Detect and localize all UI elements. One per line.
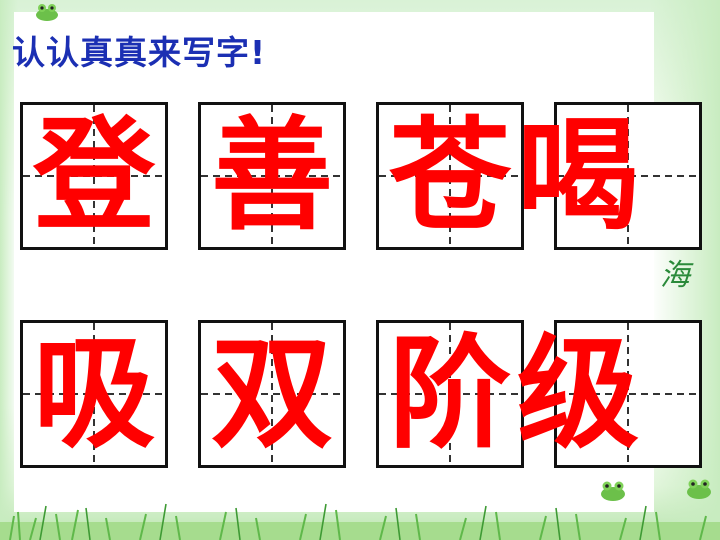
practice-character: 级 bbox=[517, 323, 639, 465]
practice-character: 阶 bbox=[389, 323, 511, 465]
writing-grid-cell: 喝 bbox=[517, 102, 702, 250]
writing-grid-cell: 双 bbox=[198, 320, 346, 468]
writing-grid-cell: 善 bbox=[198, 102, 346, 250]
writing-grid-cell: 级 bbox=[517, 320, 702, 468]
practice-character: 双 bbox=[211, 323, 333, 465]
practice-character: 登 bbox=[33, 105, 155, 247]
writing-grid-cell: 登 bbox=[20, 102, 168, 250]
character-row-2: 吸 双 阶 级 bbox=[20, 320, 702, 470]
side-mark: 海 bbox=[660, 258, 690, 293]
writing-grid-cell: 苍 bbox=[376, 102, 524, 250]
frog-icon bbox=[36, 4, 58, 21]
writing-grid-cell: 阶 bbox=[376, 320, 524, 468]
writing-grid-cell: 吸 bbox=[20, 320, 168, 468]
frog-icon bbox=[687, 479, 711, 499]
page-title: 认认真真来写字! bbox=[12, 33, 267, 72]
grass-border bbox=[0, 503, 720, 540]
practice-character: 喝 bbox=[517, 105, 639, 247]
practice-character: 苍 bbox=[389, 105, 511, 247]
frog-icon bbox=[601, 481, 625, 501]
practice-character: 善 bbox=[211, 105, 333, 247]
character-row-1: 登 善 苍 喝 bbox=[20, 102, 702, 252]
practice-character: 吸 bbox=[33, 323, 155, 465]
left-background-tint bbox=[0, 0, 18, 540]
